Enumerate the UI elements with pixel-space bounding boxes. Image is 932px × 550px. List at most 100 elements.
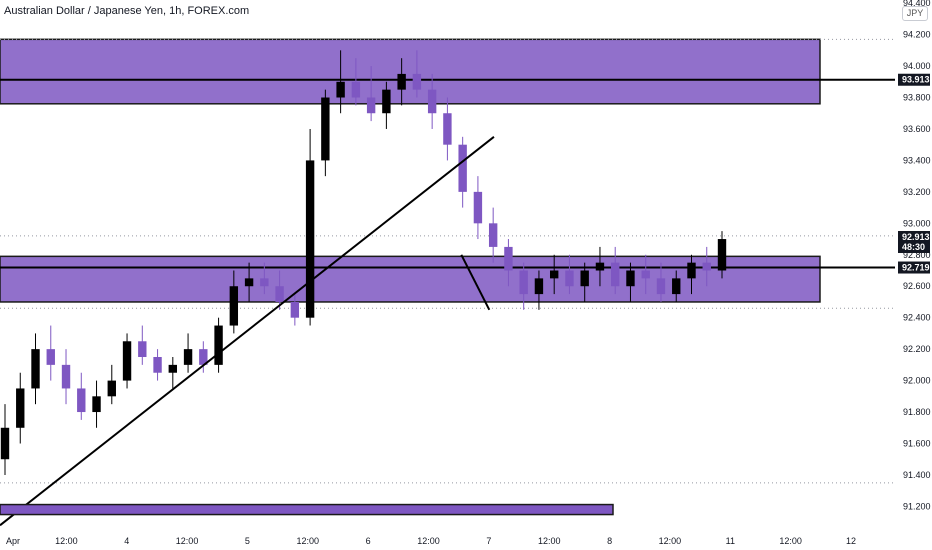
candle-body — [46, 349, 55, 365]
y-tick-label: 94.200 — [903, 30, 931, 40]
price-tag-countdown: 48:30 — [902, 242, 925, 252]
y-tick-label: 94.000 — [903, 61, 931, 71]
candle-body — [504, 246, 513, 271]
x-tick-label: 12:00 — [538, 536, 561, 546]
candle-body — [717, 239, 727, 271]
candle-body — [687, 262, 696, 279]
candle-body — [0, 427, 10, 460]
candle-body — [305, 160, 315, 318]
x-tick-label: 12:00 — [659, 536, 682, 546]
x-tick-label: 6 — [366, 536, 371, 546]
candle-body — [412, 73, 422, 90]
candle-body — [321, 97, 330, 161]
candle-body — [107, 380, 116, 397]
candle-body — [427, 89, 437, 114]
y-tick-label: 94.400 — [903, 0, 931, 8]
candle-body — [366, 97, 376, 114]
candle-body — [488, 223, 498, 247]
candle-body — [214, 325, 223, 365]
chart-title: Australian Dollar / Japanese Yen, 1h, FO… — [4, 5, 250, 17]
candle-body — [31, 349, 40, 389]
candle-body — [336, 81, 345, 98]
price-tag-bg — [898, 261, 930, 274]
y-tick-label: 93.200 — [903, 187, 931, 197]
candle-body — [244, 278, 254, 287]
candle-body — [672, 278, 681, 295]
candle-body — [702, 262, 711, 271]
x-tick-label: 12:00 — [55, 536, 78, 546]
x-tick-label: 5 — [245, 536, 250, 546]
y-tick-label: 92.000 — [903, 376, 931, 386]
candle-body — [260, 278, 269, 287]
currency-badge[interactable]: JPY — [902, 6, 928, 21]
y-tick-label: 93.600 — [903, 124, 931, 134]
candle-body — [351, 81, 361, 98]
x-tick-label: 4 — [124, 536, 129, 546]
drawings-layer — [0, 136, 614, 527]
candle-body — [397, 73, 406, 90]
candle-body — [382, 89, 391, 114]
zones-layer — [0, 38, 895, 303]
x-tick-label: 12 — [846, 536, 856, 546]
candle-body — [229, 286, 239, 326]
candle-body — [443, 113, 452, 145]
candle-body — [77, 388, 86, 413]
x-tick-label: 8 — [607, 536, 612, 546]
candle-body — [656, 278, 666, 295]
y-tick-label: 93.000 — [903, 218, 931, 228]
candle-body — [168, 364, 178, 373]
candle-body — [611, 262, 620, 287]
x-tick-label: 12:00 — [176, 536, 199, 546]
candle-body — [626, 270, 635, 287]
candle-body — [565, 270, 574, 287]
candle-body — [183, 349, 193, 365]
price-tag-bg — [898, 231, 930, 254]
candle-body — [290, 301, 300, 318]
trendline — [0, 136, 495, 527]
price-tag-label: 92.719 — [902, 263, 930, 273]
bottom-zone-bar — [0, 503, 614, 516]
candle-body — [641, 270, 650, 279]
price-axis: 94.400 94.200 94.000 93.800 93.600 93.400 93.2… — [903, 0, 931, 511]
candle-body — [549, 270, 559, 279]
y-tick-label: 92.200 — [903, 344, 931, 354]
y-tick-label: 91.800 — [903, 407, 931, 417]
candle-body — [16, 388, 25, 428]
candle-body — [122, 341, 132, 381]
x-tick-label: 11 — [726, 536, 735, 546]
resistance-zone — [0, 38, 821, 105]
x-tick-label: 7 — [486, 536, 491, 546]
y-tick-label: 91.200 — [903, 501, 931, 511]
support-zone — [0, 255, 821, 303]
time-axis: Apr 12:00 4 12:00 5 12:00 6 12:00 7 12:00 8 12:00 11… — [6, 536, 856, 546]
y-tick-label: 91.400 — [903, 470, 931, 480]
candle-body — [153, 357, 162, 373]
candle-body — [473, 191, 483, 224]
candle-body — [61, 364, 71, 389]
candle-body — [92, 396, 101, 413]
candle-body — [519, 270, 528, 295]
price-tag-label: 93.913 — [902, 75, 930, 85]
y-tick-label: 93.800 — [903, 93, 931, 103]
candle-body — [458, 144, 467, 192]
candle-body — [275, 286, 284, 302]
y-tick-label: 92.600 — [903, 281, 931, 291]
candle-body — [138, 341, 147, 358]
y-tick-label: 91.600 — [903, 439, 931, 449]
candle-body — [580, 270, 589, 287]
candle-body — [595, 262, 605, 271]
y-tick-label: 92.400 — [903, 313, 931, 323]
price-tag-label: 92.913 — [902, 232, 930, 242]
candle-body — [199, 349, 208, 365]
x-tick-label: 12:00 — [779, 536, 802, 546]
candles-layer — [0, 50, 727, 475]
x-tick-label: 12:00 — [417, 536, 440, 546]
y-tick-label: 93.400 — [903, 155, 931, 165]
y-tick-label: 92.800 — [903, 250, 931, 260]
x-tick-label: Apr — [6, 536, 20, 546]
x-tick-label: 12:00 — [297, 536, 320, 546]
small-trendline — [460, 254, 491, 311]
price-tag-bg — [898, 73, 930, 86]
